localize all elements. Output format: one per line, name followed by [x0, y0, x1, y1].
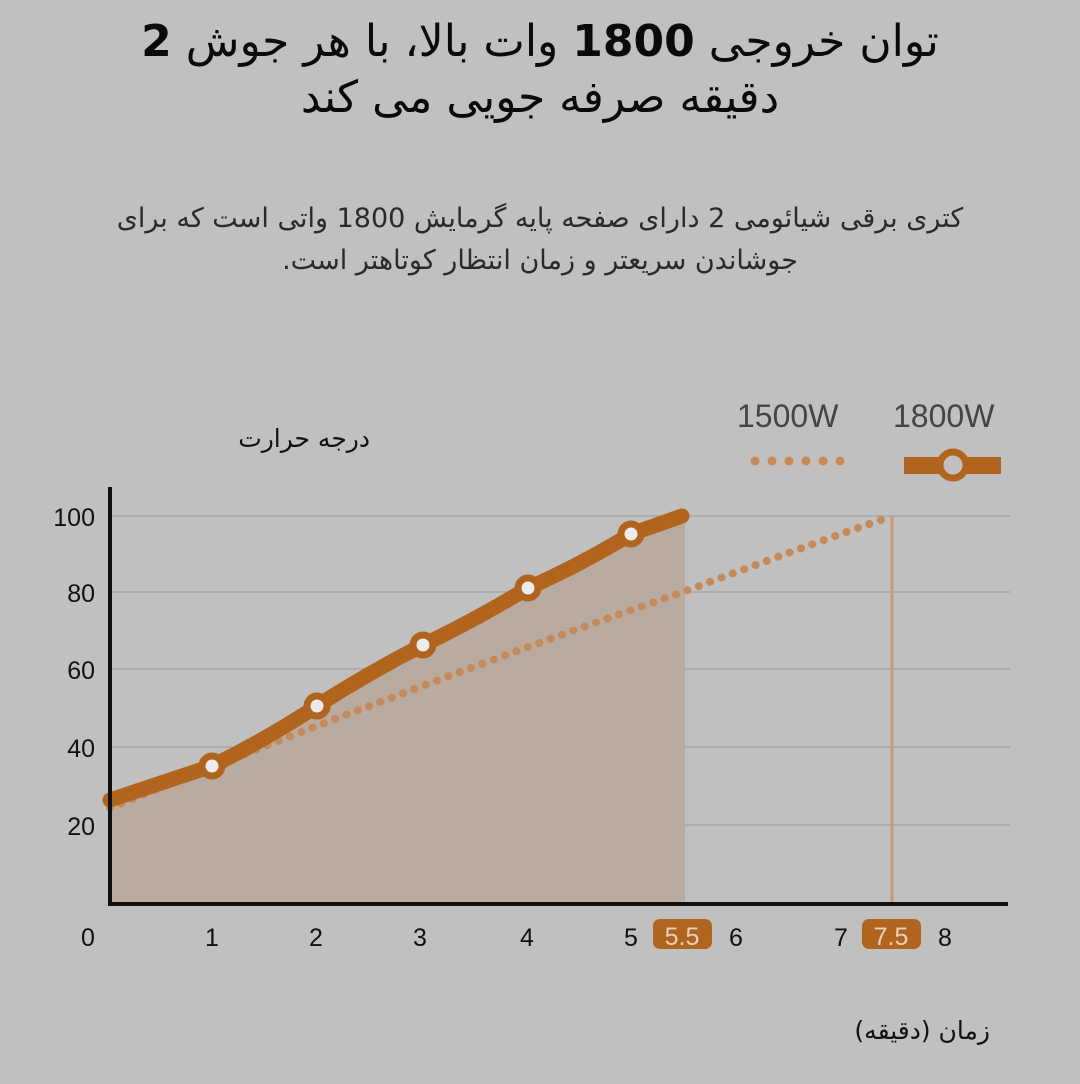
- legend-label-1800w: 1800W: [893, 398, 995, 434]
- x-tick-label: 8: [938, 924, 952, 952]
- badge-5-5: 5.5: [653, 919, 712, 951]
- title-text-2: وات بالا، با هر جوش: [171, 16, 573, 67]
- title-line-2: دقیقه صرفه جویی می کند: [300, 72, 780, 123]
- y-tick-label: 60: [67, 657, 95, 685]
- area-fill-1800w: [110, 516, 685, 904]
- subtitle-line-2: جوشاندن سریعتر و زمان انتظار کوتاهتر است…: [282, 245, 798, 276]
- legend-1800w-line-icon: [904, 448, 1001, 482]
- y-tick-labels: 100 80 60 40 20: [53, 504, 95, 841]
- y-tick-label: 100: [53, 504, 95, 532]
- legend-1500w-dotted-icon: [750, 456, 845, 466]
- data-point-marker: [303, 692, 331, 720]
- page-title: توان خروجی 1800 وات بالا، با هر جوش 2 دق…: [40, 14, 1040, 126]
- title-wattage: 1800: [572, 16, 695, 67]
- x-tick-label: 7: [834, 924, 848, 952]
- y-axis-title: درجه حرارت: [238, 424, 370, 453]
- badge-7-5: 7.5: [862, 919, 921, 951]
- title-text-1: توان خروجی: [694, 16, 939, 67]
- y-tick-label: 20: [67, 813, 95, 841]
- svg-text:5.5: 5.5: [665, 923, 700, 951]
- title-minutes: 2: [141, 16, 172, 67]
- data-point-marker: [198, 752, 226, 780]
- x-tick-label: 0: [81, 924, 95, 952]
- y-tick-label: 80: [67, 580, 95, 608]
- x-tick-label: 4: [520, 924, 534, 952]
- x-tick-label: 6: [729, 924, 743, 952]
- x-tick-label: 5: [624, 924, 638, 952]
- y-tick-label: 40: [67, 735, 95, 763]
- data-point-marker: [514, 574, 542, 602]
- data-point-marker: [617, 520, 645, 548]
- svg-text:7.5: 7.5: [874, 923, 909, 951]
- legend-label-1500w: 1500W: [737, 398, 839, 434]
- series-1800w-markers: [198, 520, 645, 780]
- data-point-marker: [409, 631, 437, 659]
- subtitle-line-1: کتری برقی شیائومی 2 دارای صفحه پایه گرما…: [116, 203, 964, 234]
- subtitle: کتری برقی شیائومی 2 دارای صفحه پایه گرما…: [50, 198, 1030, 282]
- x-tick-label: 1: [205, 924, 219, 952]
- x-tick-labels: 0 1 2 3 4 5 6 7 8: [81, 924, 952, 952]
- x-tick-label: 3: [413, 924, 427, 952]
- x-tick-label: 2: [309, 924, 323, 952]
- x-axis-title: زمان (دقیقه): [854, 1016, 990, 1045]
